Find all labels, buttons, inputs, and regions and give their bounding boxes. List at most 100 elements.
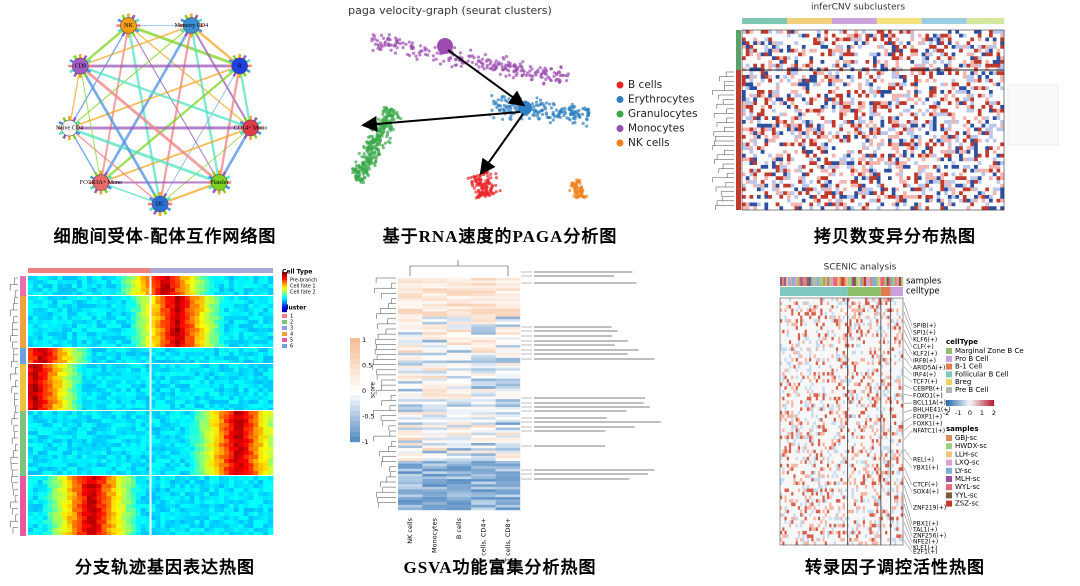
- heat-cell: [906, 97, 911, 102]
- heat-cell: [940, 183, 945, 188]
- cell-dot: [480, 193, 485, 197]
- heat-cell: [783, 206, 788, 211]
- heat-cell: [996, 63, 1001, 68]
- heat-cell: [880, 60, 885, 64]
- heat-cell: [790, 198, 795, 203]
- heat-cell: [805, 138, 810, 143]
- heat-cell: [940, 168, 945, 173]
- heat-cell: [884, 168, 889, 173]
- heat-cell: [779, 168, 784, 173]
- heat-cell: [816, 180, 821, 184]
- heat-cell: [828, 105, 833, 109]
- cell-dot: [555, 77, 559, 81]
- heat-cell: [959, 82, 964, 87]
- heat-cell: [962, 120, 967, 124]
- heat-cell: [805, 97, 810, 102]
- heat-cell: [899, 191, 904, 196]
- heat-cell: [760, 120, 765, 124]
- heat-cell: [955, 75, 960, 79]
- heat-cell: [805, 161, 810, 166]
- heat-cell: [794, 30, 799, 34]
- heat-cell: [775, 183, 780, 188]
- heat-cell: [86, 296, 92, 301]
- heat-cell: [884, 86, 889, 91]
- heat-cell: [974, 52, 978, 57]
- heat-cell: [861, 52, 866, 57]
- heat-cell: [992, 116, 997, 121]
- heat-cell: [992, 75, 997, 79]
- heat-cell: [869, 116, 874, 121]
- heat-cell: [921, 198, 926, 203]
- heat-cell: [970, 131, 975, 136]
- heat-cell: [884, 52, 889, 57]
- cell-dot: [379, 33, 384, 37]
- heat-cell: [861, 157, 866, 162]
- heat-cell: [869, 108, 874, 113]
- heat-cell: [820, 101, 825, 106]
- heat-cell: [951, 172, 956, 177]
- heat-cell: [925, 90, 930, 94]
- heat-cell: [899, 30, 904, 34]
- heat-cell: [977, 86, 982, 91]
- dendrogram: [722, 99, 734, 105]
- heat-cell: [248, 292, 254, 297]
- cell-dot: [533, 71, 537, 75]
- heat-cell: [816, 142, 821, 147]
- heat-cell: [932, 157, 937, 162]
- heat-cell: [170, 280, 176, 285]
- heat-cell: [869, 56, 874, 61]
- heat-cell: [940, 56, 945, 61]
- heat-cell: [989, 71, 993, 76]
- heat-cell: [850, 183, 855, 188]
- heat-cell: [865, 101, 870, 106]
- heat-cell: [989, 78, 993, 83]
- heat-cell: [861, 191, 866, 196]
- heat-cell: [869, 150, 874, 154]
- heat-cell: [992, 142, 997, 147]
- heat-cell: [873, 142, 877, 147]
- heat-cell: [253, 296, 259, 301]
- heat-cell: [858, 78, 862, 83]
- heat-cell: [932, 33, 937, 38]
- heat-cell: [910, 86, 915, 91]
- heat-cell: [865, 97, 870, 102]
- heat-cell: [28, 296, 34, 301]
- heat-cell: [944, 127, 949, 132]
- heat-cell: [932, 116, 937, 121]
- heat-cell: [869, 183, 874, 188]
- heat-cell: [899, 165, 904, 169]
- heat-cell: [876, 108, 881, 113]
- heat-cell: [944, 180, 949, 184]
- heat-cell: [742, 112, 746, 117]
- heat-cell: [865, 206, 870, 211]
- heat-cell: [925, 56, 930, 61]
- heat-cell: [861, 101, 866, 106]
- heat-cell: [835, 41, 840, 46]
- heat-cell: [820, 161, 825, 166]
- heat-cell: [756, 202, 761, 207]
- heat-cell: [753, 60, 758, 64]
- heat-cell: [936, 112, 941, 117]
- heat-cell: [794, 142, 799, 147]
- heat-cell: [966, 52, 971, 57]
- heat-cell: [899, 82, 904, 87]
- heat-cell: [764, 176, 769, 181]
- cell-dot: [404, 42, 408, 46]
- heat-cell: [805, 198, 810, 203]
- heat-cell: [970, 45, 975, 49]
- heat-cell: [869, 86, 874, 91]
- cell-dot: [482, 67, 486, 71]
- heat-cell: [771, 90, 776, 94]
- heat-cell: [775, 176, 780, 181]
- heat-cell: [992, 56, 997, 61]
- heat-cell: [947, 180, 952, 184]
- heat-cell: [62, 288, 68, 293]
- heat-cell: [992, 41, 997, 46]
- heat-cell: [936, 206, 941, 211]
- heat-cell: [925, 157, 930, 162]
- heat-cell: [81, 288, 88, 293]
- heat-cell: [850, 116, 855, 121]
- heat-cell: [816, 75, 821, 79]
- heat-cell: [204, 292, 210, 297]
- heat-cell: [996, 198, 1001, 203]
